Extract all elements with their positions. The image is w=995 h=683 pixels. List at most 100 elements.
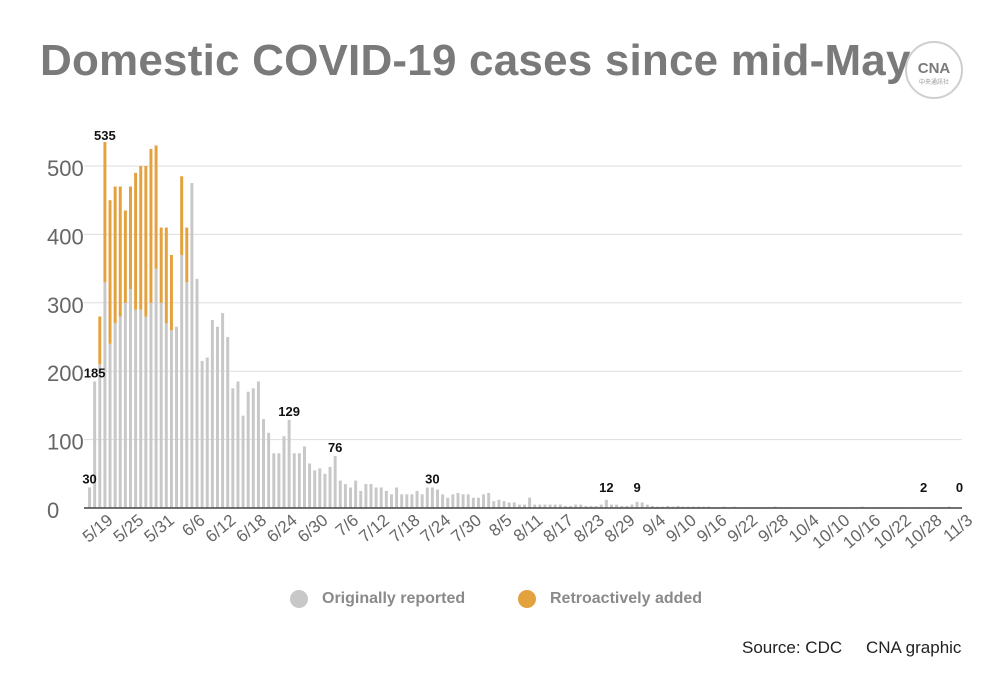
bar-retro [154,145,158,269]
bar-original [461,494,465,508]
bar-original [630,504,634,508]
x-tick-label: 7/12 [355,511,393,547]
x-tick-label: 5/31 [140,511,178,547]
bar-original [615,504,619,508]
bar-original [251,388,255,508]
cna-logo-icon: CNA 中央通訊社 [905,41,963,99]
bar-original [389,494,393,508]
bar-original [635,501,639,508]
bar-original [482,494,486,508]
bar-original [574,504,578,508]
bar-original [476,497,480,508]
bar-retro [185,227,189,283]
bar-original [159,302,163,508]
bar-original [507,502,511,508]
bar-original [231,388,235,508]
bar-retro [164,227,168,324]
bar-original [267,432,271,508]
bar-original [144,316,148,508]
bar-original [313,470,317,508]
bar-retro [169,254,173,331]
bar-original [569,505,573,508]
data-label: 185 [84,365,106,380]
bar-original [548,504,552,508]
x-tick-label: 7/30 [447,511,485,547]
bar-original [512,502,516,508]
bar-original [523,504,526,508]
legend-item-retro: Retroactively added [518,590,702,608]
bar-original [620,505,624,508]
bar-original [277,453,281,508]
legend: Originally reported Retroactively added [290,590,790,618]
bar-original [543,504,547,508]
chart-title: Domestic COVID-19 cases since mid-May [40,36,911,85]
x-tick-label: 8/29 [601,511,639,547]
bar-retro [180,176,184,255]
bar-original [118,316,122,508]
logo-subtext: 中央通訊社 [919,78,949,86]
y-tick-label: 100 [47,430,84,455]
bar-original [123,302,127,508]
bar-original [589,505,593,508]
bar-original [369,484,373,508]
bar-original [338,480,342,508]
bar-original [108,343,112,508]
bar-original [113,323,117,508]
source-note: Source: CDC [742,638,843,657]
bar-original [610,504,613,508]
bar-original [558,504,562,508]
bar-original [282,436,286,508]
data-label: 9 [633,480,640,495]
bar-original [164,323,168,508]
bar-original [129,289,132,508]
bar-original [517,504,521,508]
bar-original [451,494,455,508]
bar-original [328,466,332,508]
bar-original [594,505,598,508]
bar-original [640,502,644,508]
bar-original [200,360,204,508]
y-tick-label: 400 [47,224,84,249]
bar-original [292,453,296,508]
bar-original [236,381,240,508]
bar-original [425,487,429,508]
bar-original [379,487,383,508]
bar-original [246,391,250,508]
bar-retro [113,186,117,324]
bar-original [410,494,414,508]
bar-original [180,254,184,508]
data-label: 30 [425,471,439,486]
bar-original [103,282,107,508]
bar-original [420,494,424,508]
bar-original [333,456,337,508]
bar-original [487,492,491,508]
bar-original [533,504,537,508]
bar-original [599,504,603,508]
bar-retro [144,166,148,317]
bar-original [175,326,179,508]
bar-original [374,487,378,508]
bar-original [584,505,588,508]
bar-original [359,490,363,508]
bar-original [471,497,475,508]
data-label: 12 [599,480,613,495]
bar-retro [139,166,143,310]
bar-original [528,497,532,508]
legend-label-retro: Retroactively added [550,590,703,607]
x-tick-label: 6/30 [294,511,332,547]
bar-original [323,473,327,508]
bar-original [553,504,557,508]
bar-original [221,313,225,508]
logo-letters: CNA [918,60,951,77]
x-tick-label: 6/12 [202,511,240,547]
bar-original [400,494,404,508]
x-tick-label: 7/18 [386,511,424,547]
bar-original [272,453,276,508]
bar-original [195,278,199,508]
credit-note: CNA graphic [866,638,962,657]
data-label: 535 [94,128,116,143]
bar-retro [149,148,153,303]
bar-original [88,487,92,508]
x-tick-label: 9/16 [693,511,731,547]
